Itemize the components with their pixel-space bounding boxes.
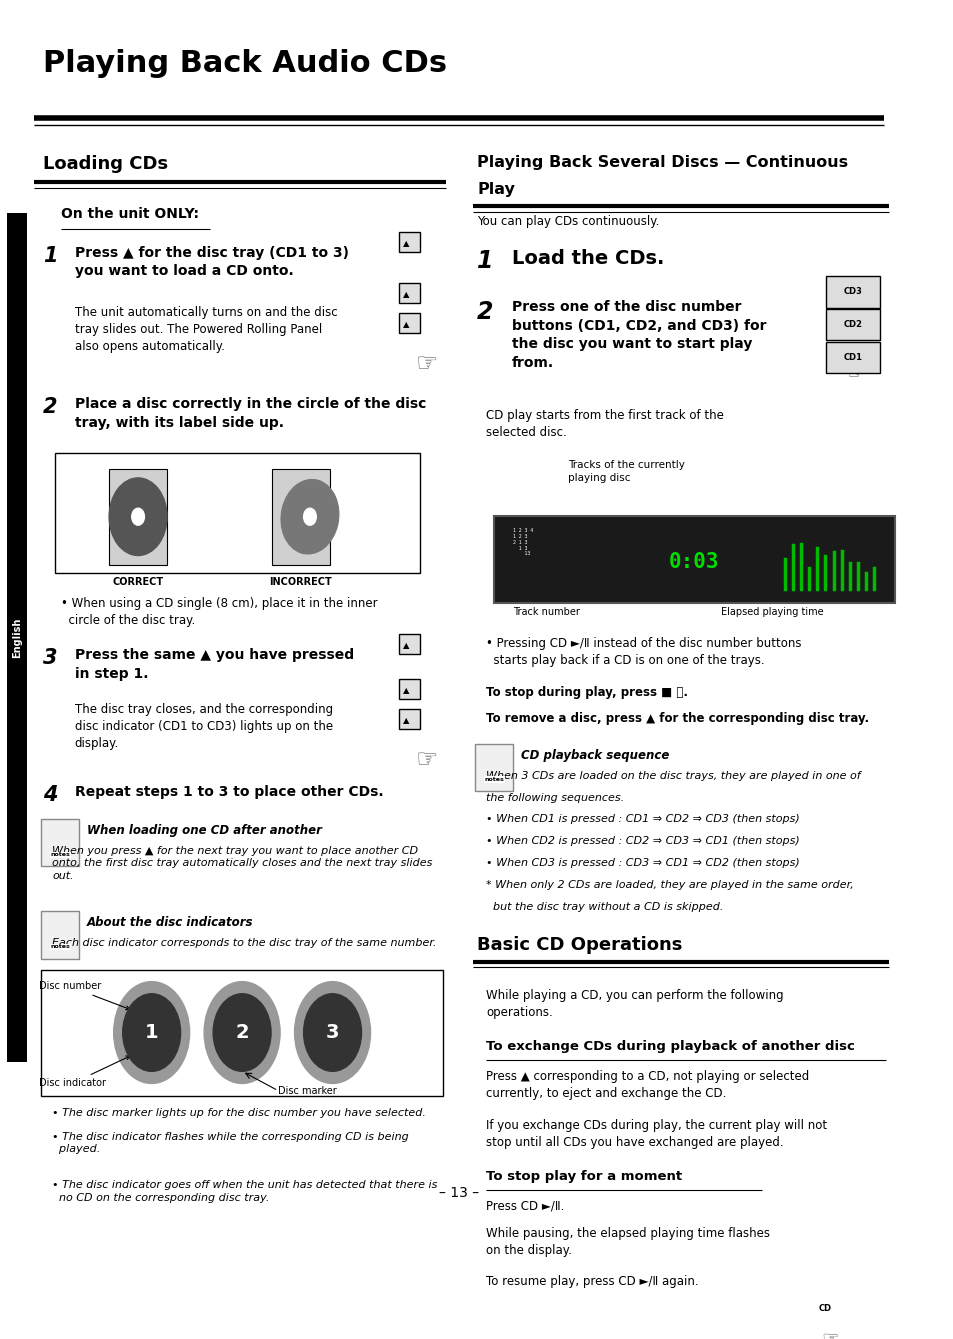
Text: Repeat steps 1 to 3 to place other CDs.: Repeat steps 1 to 3 to place other CDs. — [74, 785, 383, 799]
Text: Press ▲ for the disc tray (CD1 to 3)
you want to load a CD onto.: Press ▲ for the disc tray (CD1 to 3) you… — [74, 246, 349, 279]
Text: 1: 1 — [145, 1023, 158, 1042]
Text: While pausing, the elapsed playing time flashes
on the display.: While pausing, the elapsed playing time … — [486, 1227, 769, 1256]
Text: 2: 2 — [476, 300, 494, 324]
Text: 4: 4 — [43, 785, 57, 805]
Text: ☞: ☞ — [821, 1330, 838, 1339]
Text: While playing a CD, you can perform the following
operations.: While playing a CD, you can perform the … — [486, 990, 783, 1019]
FancyBboxPatch shape — [398, 232, 420, 252]
Text: Loading CDs: Loading CDs — [43, 155, 168, 173]
FancyBboxPatch shape — [493, 516, 894, 604]
Text: Press CD ►/Ⅱ.: Press CD ►/Ⅱ. — [486, 1200, 564, 1213]
Text: Disc marker: Disc marker — [278, 1086, 336, 1095]
Text: but the disc tray without a CD is skipped.: but the disc tray without a CD is skippe… — [486, 901, 723, 912]
Circle shape — [213, 994, 271, 1071]
FancyBboxPatch shape — [109, 469, 167, 565]
Ellipse shape — [281, 479, 338, 554]
Text: CD: CD — [818, 1304, 831, 1314]
FancyBboxPatch shape — [825, 341, 879, 374]
Text: When loading one CD after another: When loading one CD after another — [87, 823, 321, 837]
Circle shape — [204, 981, 280, 1083]
Text: You can play CDs continuously.: You can play CDs continuously. — [476, 216, 659, 229]
Text: To stop during play, press ■ ⦾.: To stop during play, press ■ ⦾. — [486, 686, 688, 699]
Text: • The disc indicator goes off when the unit has detected that there is
  no CD o: • The disc indicator goes off when the u… — [52, 1181, 437, 1202]
Text: • Pressing CD ►/Ⅱ instead of the disc number buttons
  starts play back if a CD : • Pressing CD ►/Ⅱ instead of the disc nu… — [486, 637, 801, 667]
Circle shape — [113, 981, 190, 1083]
Text: ▲: ▲ — [402, 320, 409, 329]
Circle shape — [123, 994, 180, 1071]
FancyBboxPatch shape — [475, 744, 513, 791]
Text: When 3 CDs are loaded on the disc trays, they are played in one of: When 3 CDs are loaded on the disc trays,… — [486, 771, 860, 781]
FancyBboxPatch shape — [398, 313, 420, 333]
Circle shape — [303, 509, 316, 525]
Text: To resume play, press CD ►/Ⅱ again.: To resume play, press CD ►/Ⅱ again. — [486, 1275, 699, 1288]
Text: • When CD3 is pressed : CD3 ⇒ CD1 ⇒ CD2 (then stops): • When CD3 is pressed : CD3 ⇒ CD1 ⇒ CD2 … — [486, 858, 800, 868]
Text: Press the same ▲ you have pressed
in step 1.: Press the same ▲ you have pressed in ste… — [74, 648, 354, 680]
FancyBboxPatch shape — [55, 453, 420, 573]
Text: the following sequences.: the following sequences. — [486, 793, 624, 802]
Circle shape — [294, 981, 370, 1083]
FancyBboxPatch shape — [398, 283, 420, 303]
FancyBboxPatch shape — [41, 912, 79, 959]
Text: Place a disc correctly in the circle of the disc
tray, with its label side up.: Place a disc correctly in the circle of … — [74, 398, 426, 430]
Text: ▲: ▲ — [402, 641, 409, 651]
Text: 3: 3 — [43, 648, 57, 668]
Text: To stop play for a moment: To stop play for a moment — [486, 1169, 681, 1182]
Text: Playing Back Audio CDs: Playing Back Audio CDs — [43, 50, 447, 79]
FancyBboxPatch shape — [398, 710, 420, 730]
Text: Press one of the disc number
buttons (CD1, CD2, and CD3) for
the disc you want t: Press one of the disc number buttons (CD… — [511, 300, 765, 370]
Text: Basic CD Operations: Basic CD Operations — [476, 936, 682, 953]
Text: 0:03: 0:03 — [668, 552, 719, 572]
Circle shape — [132, 509, 144, 525]
Text: Load the CDs.: Load the CDs. — [511, 249, 663, 268]
FancyBboxPatch shape — [41, 819, 79, 866]
FancyBboxPatch shape — [41, 969, 442, 1095]
Text: Play: Play — [476, 182, 515, 197]
FancyBboxPatch shape — [825, 276, 879, 308]
Text: CD3: CD3 — [842, 288, 862, 296]
Text: • The disc indicator flashes while the corresponding CD is being
  played.: • The disc indicator flashes while the c… — [52, 1131, 409, 1154]
Text: To exchange CDs during playback of another disc: To exchange CDs during playback of anoth… — [486, 1040, 854, 1052]
Text: Disc indicator: Disc indicator — [38, 1056, 130, 1089]
Text: notes: notes — [51, 852, 71, 857]
Text: ☞: ☞ — [416, 352, 437, 376]
Text: 1 2 3 4
1 2 3
2 1 3
  1 3
    13: 1 2 3 4 1 2 3 2 1 3 1 3 13 — [513, 528, 533, 557]
Text: About the disc indicators: About the disc indicators — [87, 916, 253, 929]
Text: Disc number: Disc number — [38, 981, 130, 1010]
FancyBboxPatch shape — [398, 635, 420, 655]
Text: CD playback sequence: CD playback sequence — [520, 749, 668, 762]
Text: ☞: ☞ — [845, 363, 865, 383]
FancyBboxPatch shape — [7, 213, 27, 1062]
Text: ☞: ☞ — [416, 749, 437, 773]
Text: ▲: ▲ — [402, 716, 409, 726]
Text: When you press ▲ for the next tray you want to place another CD
onto, the first : When you press ▲ for the next tray you w… — [52, 846, 432, 881]
Text: ▲: ▲ — [402, 289, 409, 299]
FancyBboxPatch shape — [398, 679, 420, 699]
Text: • When CD1 is pressed : CD1 ⇒ CD2 ⇒ CD3 (then stops): • When CD1 is pressed : CD1 ⇒ CD2 ⇒ CD3 … — [486, 814, 800, 825]
Circle shape — [109, 478, 167, 556]
Text: 1: 1 — [43, 246, 57, 265]
Text: CD1: CD1 — [842, 352, 862, 362]
Text: notes: notes — [484, 777, 504, 782]
Text: The unit automatically turns on and the disc
tray slides out. The Powered Rollin: The unit automatically turns on and the … — [74, 307, 337, 353]
Text: Each disc indicator corresponds to the disc tray of the same number.: Each disc indicator corresponds to the d… — [52, 939, 436, 948]
Text: 2: 2 — [43, 398, 57, 418]
Text: • When using a CD single (8 cm), place it in the inner
  circle of the disc tray: • When using a CD single (8 cm), place i… — [61, 597, 377, 628]
Circle shape — [303, 994, 361, 1071]
Text: INCORRECT: INCORRECT — [270, 577, 332, 586]
Text: CD2: CD2 — [842, 320, 862, 329]
Text: notes: notes — [51, 944, 71, 949]
Text: Playing Back Several Discs — Continuous: Playing Back Several Discs — Continuous — [476, 155, 847, 170]
Text: English: English — [11, 617, 22, 657]
Text: ▲: ▲ — [402, 238, 409, 248]
Text: To remove a disc, press ▲ for the corresponding disc tray.: To remove a disc, press ▲ for the corres… — [486, 712, 868, 726]
Text: CORRECT: CORRECT — [112, 577, 164, 586]
Text: CD play starts from the first track of the
selected disc.: CD play starts from the first track of t… — [486, 410, 723, 439]
Text: If you exchange CDs during play, the current play will not
stop until all CDs yo: If you exchange CDs during play, the cur… — [486, 1118, 826, 1149]
Text: 2: 2 — [235, 1023, 249, 1042]
Text: * When only 2 CDs are loaded, they are played in the same order,: * When only 2 CDs are loaded, they are p… — [486, 880, 853, 890]
FancyBboxPatch shape — [825, 309, 879, 340]
Text: Press ▲ corresponding to a CD, not playing or selected
currently, to eject and e: Press ▲ corresponding to a CD, not playi… — [486, 1070, 809, 1101]
Text: • When CD2 is pressed : CD2 ⇒ CD3 ⇒ CD1 (then stops): • When CD2 is pressed : CD2 ⇒ CD3 ⇒ CD1 … — [486, 836, 800, 846]
Circle shape — [800, 1275, 850, 1339]
Text: • The disc marker lights up for the disc number you have selected.: • The disc marker lights up for the disc… — [52, 1107, 426, 1118]
